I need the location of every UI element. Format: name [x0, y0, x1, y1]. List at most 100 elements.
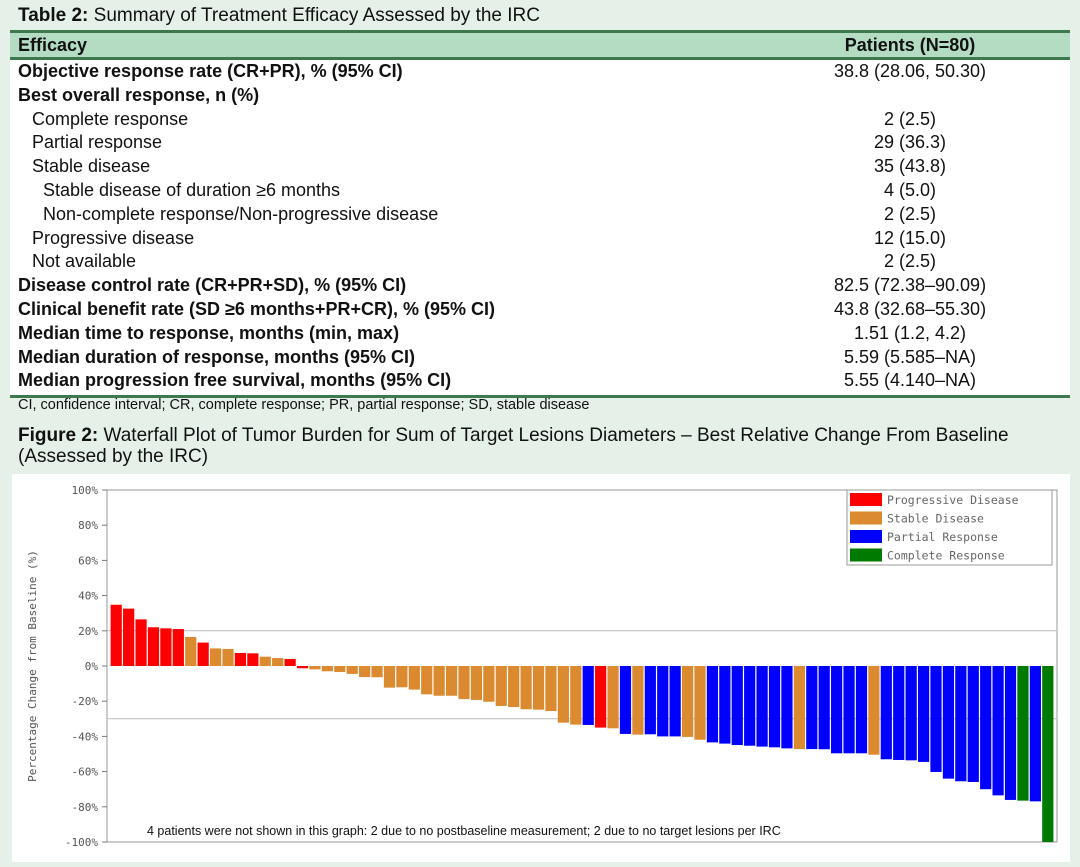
bar-pr — [619, 666, 632, 734]
bar-sd — [272, 658, 284, 666]
bar-pr — [992, 666, 1004, 796]
bar-pd — [160, 628, 172, 666]
table-row: Clinical benefit rate (SD ≥6 months+PR+C… — [10, 298, 1070, 322]
bar-pr — [1004, 666, 1017, 800]
bar-pr — [980, 666, 992, 790]
bar-sd — [309, 666, 321, 670]
row-label: Best overall response, n (%) — [18, 84, 260, 105]
bar-sd — [694, 666, 706, 740]
bar-pd — [247, 653, 259, 666]
table-row: Median time to response, months (min, ma… — [10, 322, 1070, 346]
waterfall-chart-panel: 100% 80% 60% 40% 20% 0% -20% -40% -60% -80% -100% P… — [12, 474, 1070, 862]
table-row: Objective response rate (CR+PR), % (95% … — [10, 60, 1070, 84]
row-value: 1.51 (1.2, 4.2) — [853, 322, 967, 343]
row-label: Non-complete response/Non-progressive di… — [43, 203, 439, 224]
legend-label: Progressive Disease — [887, 493, 1019, 507]
table-title: Table 2: Summary of Treatment Efficacy A… — [18, 5, 540, 27]
table-header: Efficacy Patients (N=80) — [10, 33, 1070, 60]
table-row: Best overall response, n (%) — [10, 84, 1070, 108]
bar-pd — [284, 658, 296, 666]
bar-pd — [147, 627, 160, 666]
bar-pr — [880, 666, 892, 760]
bar-sd — [508, 666, 520, 708]
row-label: Median time to response, months (min, ma… — [18, 322, 400, 343]
bar-pr — [719, 666, 731, 744]
row-value: 5.59 (5.585–NA) — [843, 346, 977, 367]
row-label: Median duration of response, months (95%… — [18, 346, 416, 367]
bar-sd — [433, 666, 445, 696]
bar-pr — [855, 666, 868, 754]
table-row: Median progression free survival, months… — [10, 369, 1070, 393]
bar-cr — [1017, 666, 1029, 801]
bar-sd — [868, 666, 880, 755]
bar-pd — [123, 608, 135, 666]
y-tick-label: 0% — [85, 660, 99, 673]
table-row: Partial response 29 (36.3) — [10, 131, 1070, 155]
bar-pd — [110, 604, 122, 666]
table-row: Median duration of response, months (95%… — [10, 346, 1070, 370]
y-tick-label: 100% — [72, 484, 99, 497]
table-title-text: Summary of Treatment Efficacy Assessed b… — [93, 5, 540, 26]
bar-sd — [445, 666, 458, 696]
bar-sd — [209, 648, 222, 666]
column-header-efficacy: Efficacy — [18, 35, 88, 55]
row-value: 12 (15.0) — [873, 227, 947, 248]
row-label: Partial response — [32, 132, 163, 153]
bar-pr — [657, 666, 669, 737]
bar-sd — [532, 666, 545, 710]
y-tick-label: -20% — [72, 695, 99, 708]
y-tick-label: -80% — [72, 801, 99, 814]
bar-sd — [681, 666, 694, 737]
bar-pr — [781, 666, 793, 749]
y-axis-label: Percentage Change from Baseline (%) — [26, 550, 39, 782]
table-row: Stable disease 35 (43.8) — [10, 155, 1070, 179]
bar-pd — [135, 619, 147, 666]
row-value: 2 (2.5) — [883, 108, 937, 129]
bar-pr — [942, 666, 955, 779]
bar-sd — [408, 666, 420, 690]
bar-pd — [234, 652, 247, 666]
bar-pr — [818, 666, 830, 750]
bar-pr — [905, 666, 917, 761]
legend-swatch-pr — [850, 530, 882, 543]
row-label: Not available — [32, 251, 137, 272]
bar-pr — [843, 666, 855, 754]
bar-pd — [296, 666, 309, 669]
legend-label: Stable Disease — [887, 512, 984, 526]
bar-sd — [483, 666, 495, 702]
row-value: 2 (2.5) — [883, 203, 937, 224]
bar-sd — [458, 666, 470, 700]
bar-pd — [172, 629, 184, 666]
legend-label: Partial Response — [887, 530, 998, 544]
table-footnote: CI, confidence interval; CR, complete re… — [18, 397, 590, 413]
bar-sd — [359, 666, 371, 678]
row-value: 35 (43.8) — [873, 156, 947, 177]
legend-swatch-cr — [850, 548, 882, 562]
bar-sd — [371, 666, 383, 678]
bar-sd — [607, 666, 619, 729]
table-row: Not available 2 (2.5) — [10, 250, 1070, 274]
legend-swatch-pd — [850, 493, 882, 506]
table-row: Stable disease of duration ≥6 months 4 (5… — [10, 179, 1070, 203]
bar-pr — [731, 666, 743, 746]
bar-sd — [570, 666, 582, 725]
figure-caption: Figure 2: Waterfall Plot of Tumor Burden… — [18, 425, 1058, 467]
bar-pr — [756, 666, 768, 747]
y-tick-label: 60% — [78, 554, 98, 567]
table-label: Table 2: — [18, 5, 89, 26]
bar-sd — [545, 666, 557, 712]
figure-label: Figure 2: — [18, 425, 99, 446]
bar-cr — [1042, 666, 1054, 842]
bar-pr — [955, 666, 967, 782]
y-tick-label: 80% — [78, 519, 98, 532]
row-label: Stable disease — [32, 156, 151, 177]
row-value: 5.55 (4.140–NA) — [843, 370, 977, 391]
bar-sd — [520, 666, 532, 710]
table-row: Complete response 2 (2.5) — [10, 108, 1070, 132]
bar-pr — [917, 666, 930, 762]
bar-pr — [644, 666, 656, 735]
row-label: Disease control rate (CR+PR+SD), % (95% … — [18, 275, 407, 296]
row-label: Median progression free survival, months… — [18, 370, 452, 391]
row-value: 82.5 (72.38–90.09) — [833, 275, 987, 296]
y-tick-label: -60% — [72, 766, 99, 779]
